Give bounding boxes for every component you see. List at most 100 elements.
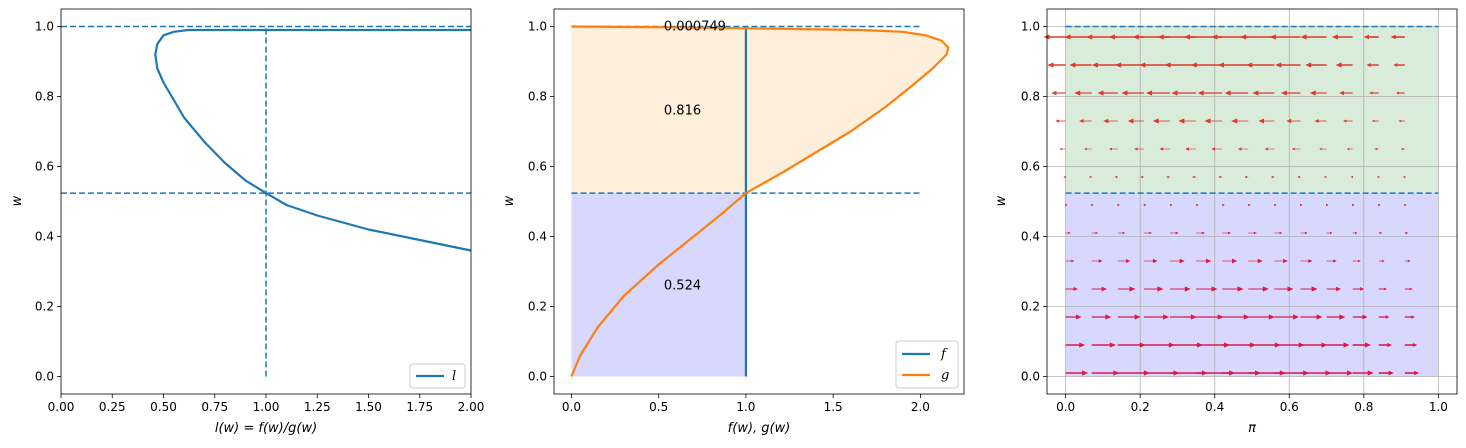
panel-3-arrow-head bbox=[1354, 231, 1358, 235]
panel-3-arrow-head bbox=[1269, 34, 1276, 40]
panel-3-arrow-head bbox=[1197, 90, 1204, 96]
panel-3-arrow-head bbox=[1232, 258, 1238, 264]
panel-2-upper-region bbox=[571, 26, 949, 194]
panel-3-arrow-head bbox=[1414, 370, 1420, 376]
series-g-line bbox=[570, 25, 950, 377]
panel-2-legend-label-g: g bbox=[941, 368, 949, 383]
panel-2-lower-region bbox=[571, 193, 746, 377]
series-l-line bbox=[154, 28, 471, 252]
panel-1-xtick-label: 0.50 bbox=[150, 400, 177, 414]
panel-3-arrow-head bbox=[1323, 175, 1327, 179]
panel-2-xtick-label: 0.0 bbox=[562, 400, 581, 414]
panel-1-ytick-label: 0.2 bbox=[35, 300, 54, 314]
panel-3-frame bbox=[1046, 8, 1458, 395]
panel-3-arrow-head bbox=[1309, 90, 1316, 96]
panel-3-arrow-head bbox=[1379, 231, 1383, 235]
panel-3-ylabel: w bbox=[994, 195, 1009, 206]
panel-3-arrow-head bbox=[1308, 259, 1313, 263]
panel-1-ytick-label: 0.0 bbox=[35, 370, 54, 384]
panel-3-xtick-label: 0.4 bbox=[1205, 400, 1224, 414]
panel-2-xtick-label: 0.5 bbox=[649, 400, 668, 414]
panel-3-arrow-head bbox=[1178, 118, 1185, 124]
panel-3-arrow-head bbox=[1253, 231, 1257, 235]
panel-3-arrow-head bbox=[1125, 259, 1131, 263]
panel-1-ylabel: w bbox=[10, 195, 25, 206]
panel-3-arrow-head bbox=[1064, 34, 1071, 40]
panel-3-arrow-head bbox=[1076, 314, 1082, 320]
panel-2-ytick-label: 1.0 bbox=[528, 20, 547, 34]
panel-3-arrow-head bbox=[1139, 342, 1146, 348]
panel-1-xtick-label: 1.00 bbox=[253, 400, 280, 414]
panel-2-axes: 0.0 0.5 1.0 1.5 2.0 0.0 0.2 0.4 0.6 0.8 1.0 bbox=[528, 20, 930, 415]
panel-3-arrow-head bbox=[1065, 203, 1068, 207]
panel-3-lower-region bbox=[1065, 193, 1439, 377]
panel-3-arrow-head bbox=[1286, 118, 1292, 124]
panel-3-arrow-head bbox=[1291, 147, 1295, 151]
panel-1-xtick-label: 0.75 bbox=[201, 400, 228, 414]
panel-3-arrow-head bbox=[1047, 62, 1054, 68]
panel-3-arrow-head bbox=[1347, 370, 1354, 376]
panel-3-arrow-head bbox=[1079, 342, 1086, 348]
panel-3-ytick-label: 0.8 bbox=[1021, 90, 1040, 104]
panel-3-arrow-head bbox=[1268, 314, 1275, 320]
panel-3-arrow-head bbox=[1404, 203, 1407, 207]
panel-3-arrow-head bbox=[1149, 231, 1153, 235]
panel-3-arrow-head bbox=[1393, 63, 1398, 67]
panel-3-arrow-head bbox=[1098, 259, 1103, 263]
panel-2-xtick-label: 1.0 bbox=[736, 400, 755, 414]
panel-3-arrow-head bbox=[1157, 286, 1164, 292]
panel-3-arrow-head bbox=[1091, 203, 1094, 207]
panel-3-arrow-head bbox=[1129, 286, 1136, 292]
panel-3-arrow-head bbox=[1258, 118, 1265, 124]
panel-3-arrow-head bbox=[1283, 258, 1288, 264]
panel-3-arrow-head bbox=[1091, 62, 1098, 68]
panel-3-arrow-head bbox=[1139, 62, 1146, 68]
panel-3-arrow-head bbox=[1190, 314, 1197, 320]
panel-3-ytick-label: 0.2 bbox=[1021, 300, 1040, 314]
panel-3-arrow-head bbox=[1071, 259, 1075, 263]
panel-3-arrow-head bbox=[1183, 34, 1190, 40]
panel-2-ytick-label: 0.2 bbox=[528, 300, 547, 314]
panel-3-arrow-head bbox=[1157, 34, 1164, 40]
panel-3-arrow-head bbox=[1264, 147, 1269, 151]
panel-3-xtick-label: 0.0 bbox=[1056, 400, 1075, 414]
panel-3-arrow-head bbox=[1385, 315, 1390, 319]
panel-3-arrow-head bbox=[1109, 342, 1116, 348]
panel-3-arrow-head bbox=[1143, 203, 1147, 207]
panel-3-xtick-label: 0.2 bbox=[1131, 400, 1150, 414]
panel-3-arrow-head bbox=[1346, 147, 1350, 151]
panel-3-arrow-head bbox=[1068, 231, 1071, 235]
panel-2-annotation: 0.524 bbox=[664, 279, 701, 294]
panel-3-arrow-head bbox=[1352, 203, 1355, 207]
panel-3-arrow-head bbox=[1319, 147, 1322, 151]
panel-2-ytick-label: 0.0 bbox=[528, 370, 547, 384]
panel-3-arrow-head bbox=[1127, 118, 1134, 124]
panel-3-arrow-head bbox=[1407, 259, 1411, 263]
panel-1-ytick-label: 1.0 bbox=[35, 20, 54, 34]
panel-3-arrow-head bbox=[1316, 314, 1323, 320]
panel-3-arrow-head bbox=[1101, 286, 1107, 292]
panel-2-ytick-label: 0.8 bbox=[528, 90, 547, 104]
panel-3-arrow-head bbox=[1073, 287, 1078, 291]
panel-3-arrow-head bbox=[1132, 34, 1139, 40]
panel-3-arrow-head bbox=[1305, 231, 1308, 235]
panel-3-arrow-head bbox=[1270, 175, 1274, 179]
panel-3-arrow-head bbox=[1069, 62, 1076, 68]
panel-2-ylabel: w bbox=[502, 195, 517, 206]
panel-3-arrow-head bbox=[1382, 259, 1385, 263]
panel-3-arrow-head bbox=[1262, 286, 1269, 292]
panel-1: 0.00 0.25 0.50 0.75 1.00 1.25 1.50 1.75 2.00 0.0 0… bbox=[10, 8, 484, 436]
panel-3-arrow-head bbox=[1122, 231, 1126, 235]
panel-3-arrow-head bbox=[1357, 259, 1361, 263]
panel-1-xlabel: l(w) = f(w)/g(w) bbox=[215, 421, 317, 436]
panel-3-upper-region bbox=[1065, 26, 1439, 194]
panel-3-arrow-head bbox=[1055, 119, 1059, 123]
panel-3-arrow-head bbox=[1378, 203, 1381, 207]
panel-3-arrow-head bbox=[1366, 63, 1371, 67]
panel-2-xtick-label: 1.5 bbox=[824, 400, 843, 414]
panel-3-arrow-head bbox=[1384, 287, 1388, 291]
panel-3-arrow-head bbox=[1293, 314, 1300, 320]
panel-3-arrow-head bbox=[1103, 118, 1109, 124]
panel-3-arrow-head bbox=[1412, 343, 1418, 347]
panel-3-arrow-head bbox=[1369, 91, 1373, 95]
